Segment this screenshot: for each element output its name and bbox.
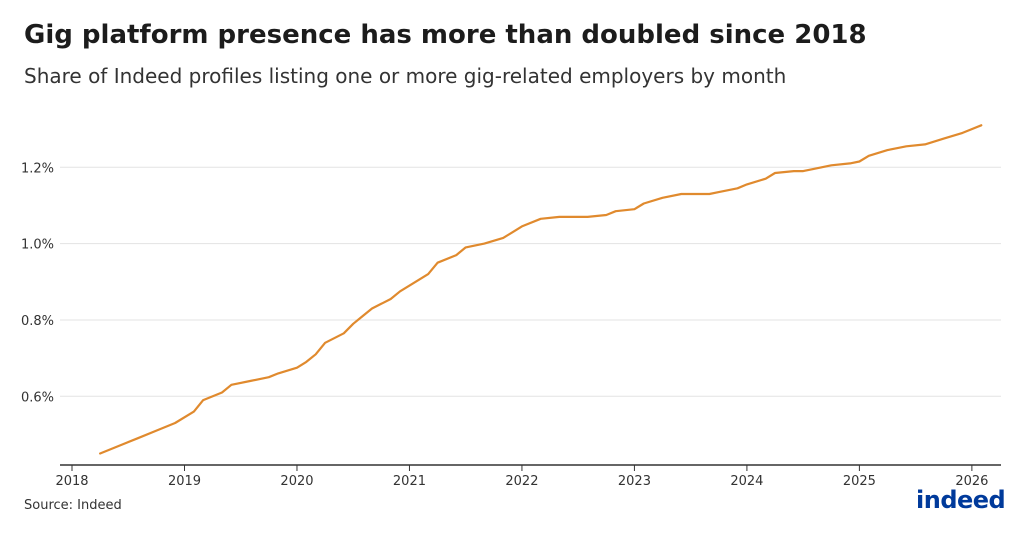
chart-subtitle: Share of Indeed profiles listing one or … (24, 64, 787, 88)
data-point (174, 422, 176, 424)
x-tick-label: 2019 (168, 474, 201, 489)
x-tick-label: 2025 (843, 474, 876, 489)
data-point (615, 210, 617, 212)
series-points (99, 124, 982, 454)
data-point (399, 290, 401, 292)
data-point (793, 170, 795, 172)
data-point (605, 214, 607, 216)
data-point (230, 384, 232, 386)
data-point (483, 243, 485, 245)
data-point (587, 216, 589, 218)
y-axis-tick-labels: 0.6% 0.8% 1.0% 1.2% (21, 161, 54, 405)
y-tick-label: 1.2% (21, 161, 54, 176)
source-note: Source: Indeed (24, 498, 122, 513)
data-point (437, 262, 439, 264)
x-tick-label: 2021 (393, 474, 426, 489)
x-tick-label: 2024 (730, 474, 763, 489)
data-point (324, 342, 326, 344)
data-point (465, 246, 467, 248)
data-point (296, 367, 298, 369)
data-point (408, 285, 410, 287)
data-point (746, 183, 748, 185)
data-point (905, 145, 907, 147)
data-point (277, 372, 279, 374)
data-point (765, 178, 767, 180)
data-point (343, 332, 345, 334)
data-point (521, 225, 523, 227)
data-point (155, 430, 157, 432)
data-point (802, 170, 804, 172)
data-point (924, 143, 926, 145)
data-point (943, 138, 945, 140)
data-point (962, 132, 964, 134)
data-point (558, 216, 560, 218)
data-point (202, 399, 204, 401)
data-point (540, 218, 542, 220)
gridlines (60, 166, 1001, 397)
data-point (371, 307, 373, 309)
y-tick-label: 0.8% (21, 314, 54, 329)
data-point (868, 155, 870, 157)
data-point (455, 254, 457, 256)
data-point (887, 149, 889, 151)
data-point (737, 187, 739, 189)
data-point (896, 147, 898, 149)
data-point (390, 298, 392, 300)
data-point (633, 208, 635, 210)
data-point (830, 164, 832, 166)
data-point (718, 191, 720, 193)
x-axis-ticks: 2018 2019 2020 2021 2022 2023 2024 2025 2026 (55, 465, 988, 489)
data-point (980, 124, 982, 126)
x-tick-label: 2020 (280, 474, 313, 489)
data-point (137, 437, 139, 439)
x-tick-label: 2022 (505, 474, 538, 489)
data-point (502, 237, 504, 239)
chart-title: Gig platform presence has more than doub… (24, 20, 867, 50)
data-point (362, 315, 364, 317)
x-tick-label: 2018 (55, 474, 88, 489)
data-point (643, 203, 645, 205)
indeed-logo: indeed (916, 486, 1006, 514)
data-point (774, 172, 776, 174)
data-point (577, 216, 579, 218)
data-point (858, 161, 860, 163)
data-point (315, 353, 317, 355)
data-point (193, 411, 195, 413)
data-point (662, 197, 664, 199)
data-point (512, 231, 514, 233)
data-point (690, 193, 692, 195)
y-tick-label: 1.0% (21, 238, 54, 253)
data-point (680, 193, 682, 195)
x-tick-label: 2026 (955, 474, 988, 489)
data-point (249, 380, 251, 382)
data-point (221, 391, 223, 393)
data-point (99, 453, 101, 455)
x-tick-label: 2023 (618, 474, 651, 489)
data-point (305, 361, 307, 363)
data-point (708, 193, 710, 195)
series-line (99, 124, 983, 455)
y-tick-label: 0.6% (21, 390, 54, 405)
data-point (812, 168, 814, 170)
data-point (427, 273, 429, 275)
data-point (268, 376, 270, 378)
data-point (849, 162, 851, 164)
data-point (352, 323, 354, 325)
data-point (118, 445, 120, 447)
